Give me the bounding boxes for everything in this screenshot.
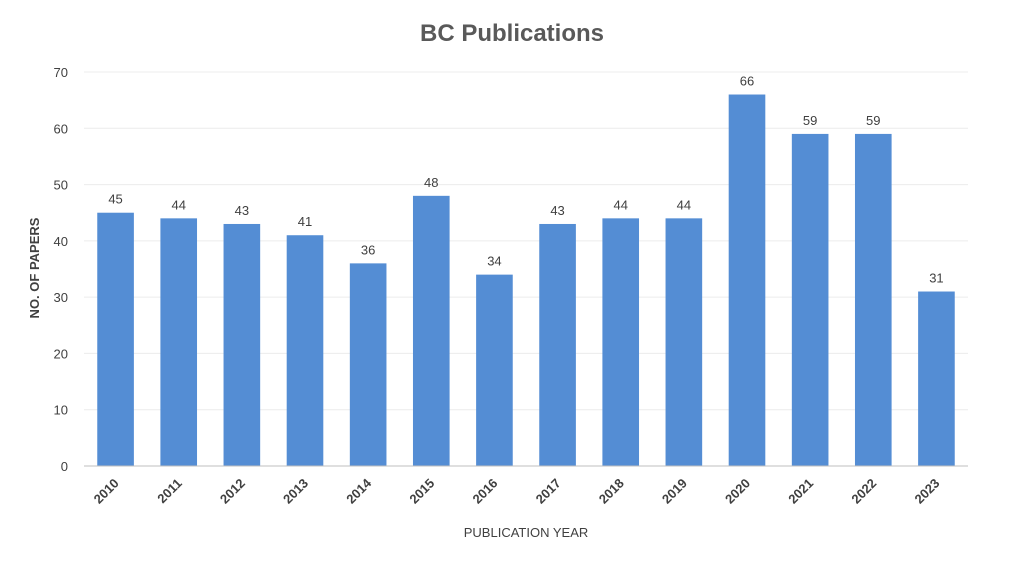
data-label-2018: 44 bbox=[613, 197, 627, 212]
y-tick-label: 60 bbox=[54, 121, 68, 136]
bar-2018 bbox=[602, 218, 640, 466]
bar-2020 bbox=[728, 94, 766, 466]
bar-2021 bbox=[791, 133, 829, 466]
data-label-2012: 43 bbox=[235, 203, 249, 218]
x-tick-label-2022: 2022 bbox=[848, 476, 879, 507]
y-tick-label: 10 bbox=[54, 403, 68, 418]
x-tick-label-2012: 2012 bbox=[217, 476, 248, 507]
x-tick-label-2017: 2017 bbox=[533, 476, 564, 507]
x-tick-label-2011: 2011 bbox=[154, 476, 185, 507]
bar-2023 bbox=[918, 291, 955, 466]
data-label-2015: 48 bbox=[424, 175, 438, 190]
data-label-2019: 44 bbox=[677, 197, 691, 212]
data-label-2021: 59 bbox=[803, 113, 817, 128]
chart-title: BC Publications bbox=[420, 20, 604, 47]
bar-2016 bbox=[476, 274, 513, 466]
x-tick-label-2015: 2015 bbox=[406, 476, 437, 507]
x-tick-label-2018: 2018 bbox=[596, 476, 627, 507]
bar-2017 bbox=[539, 223, 576, 466]
y-tick-label: 50 bbox=[54, 178, 68, 193]
bar-2019 bbox=[665, 218, 703, 466]
data-label-2011: 44 bbox=[171, 197, 185, 212]
data-label-2020: 66 bbox=[740, 74, 754, 89]
data-label-2017: 43 bbox=[550, 203, 564, 218]
x-tick-label-2021: 2021 bbox=[785, 476, 816, 507]
x-tick-label-2010: 2010 bbox=[91, 476, 122, 507]
data-label-2023: 31 bbox=[929, 271, 943, 286]
y-axis-title: NO. OF PAPERS bbox=[27, 217, 42, 318]
data-labels: 45 44 43 41 36 48 34 43 44 44 66 59 59 31 bbox=[108, 74, 943, 286]
x-tick-label-2013: 2013 bbox=[280, 476, 311, 507]
bar-2015 bbox=[412, 195, 450, 467]
y-tick-label: 0 bbox=[61, 459, 68, 474]
y-tick-label: 70 bbox=[54, 65, 68, 80]
data-label-2016: 34 bbox=[487, 254, 501, 269]
bar-2022 bbox=[854, 133, 892, 466]
bar-2014 bbox=[349, 263, 387, 466]
bars bbox=[97, 94, 955, 467]
x-tick-label-2014: 2014 bbox=[343, 475, 375, 507]
bar-2012 bbox=[223, 223, 261, 466]
y-axis-ticks: 0 10 20 30 40 50 60 70 bbox=[54, 65, 68, 474]
data-label-2022: 59 bbox=[866, 113, 880, 128]
data-label-2014: 36 bbox=[361, 242, 375, 257]
grid-lines bbox=[84, 71, 968, 411]
bar-2010 bbox=[97, 212, 134, 466]
x-tick-label-2019: 2019 bbox=[659, 476, 690, 507]
data-label-2013: 41 bbox=[298, 214, 312, 229]
y-tick-label: 20 bbox=[54, 346, 68, 361]
x-axis-ticks: 2010 2011 2012 2013 2014 2015 2016 2017 2018 2019… bbox=[91, 475, 943, 507]
x-axis-title: PUBLICATION YEAR bbox=[464, 525, 589, 540]
x-tick-label-2020: 2020 bbox=[722, 476, 753, 507]
bar-2013 bbox=[286, 235, 324, 466]
x-tick-label-2023: 2023 bbox=[911, 476, 942, 507]
data-label-2010: 45 bbox=[108, 192, 122, 207]
y-tick-label: 40 bbox=[54, 234, 68, 249]
x-tick-label-2016: 2016 bbox=[469, 476, 500, 507]
bar-2011 bbox=[160, 218, 198, 466]
y-tick-label: 30 bbox=[54, 290, 68, 305]
